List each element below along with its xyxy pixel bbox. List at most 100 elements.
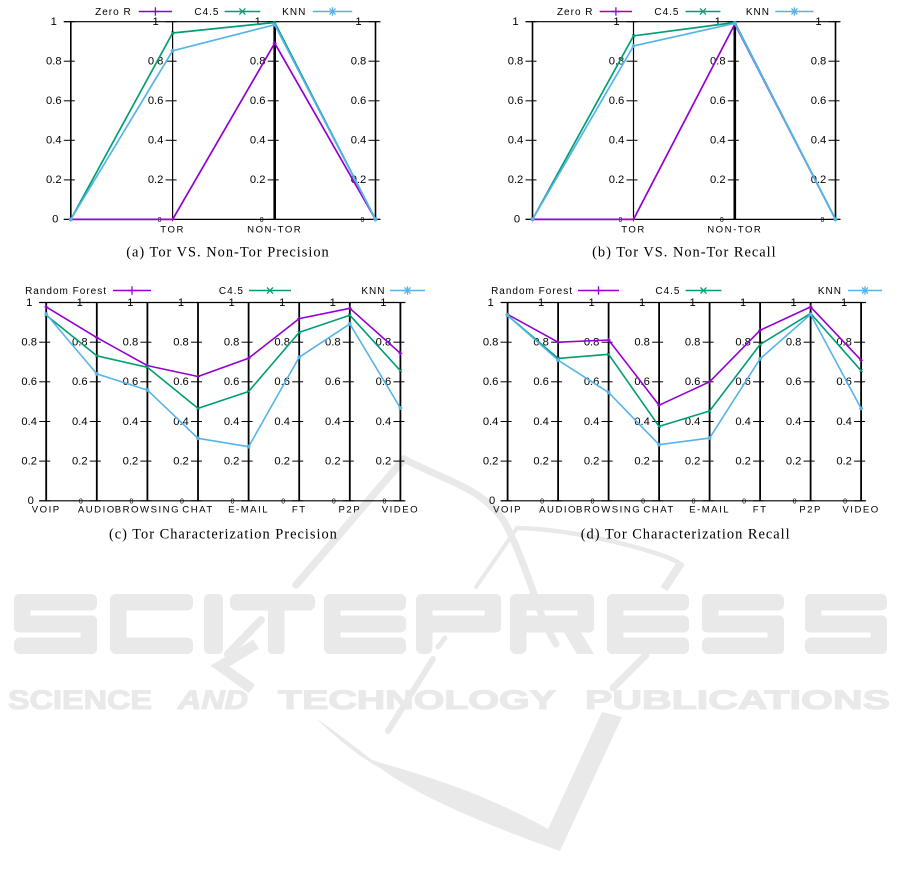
svg-text:0.6: 0.6 [533,376,549,388]
svg-text:0.6: 0.6 [710,95,726,107]
svg-text:0.4: 0.4 [786,416,802,428]
svg-text:1: 1 [689,297,695,309]
svg-text:0: 0 [180,498,184,505]
svg-text:BROWSING: BROWSING [115,504,180,515]
svg-text:AUDIO: AUDIO [539,504,577,515]
svg-text:0: 0 [361,217,365,224]
svg-text:0.2: 0.2 [609,174,625,186]
svg-text:0.6: 0.6 [173,376,189,388]
svg-text:0.4: 0.4 [735,416,751,428]
svg-text:1: 1 [355,16,361,28]
svg-text:0: 0 [260,217,264,224]
svg-text:0: 0 [591,498,595,505]
svg-text:FT: FT [292,504,307,515]
svg-text:0.6: 0.6 [72,376,88,388]
svg-text:AND: AND [177,685,248,715]
svg-text:1: 1 [815,16,821,28]
svg-text:1: 1 [152,16,158,28]
svg-text:1: 1 [841,297,847,309]
svg-text:0: 0 [158,217,162,224]
svg-text:0.2: 0.2 [483,455,499,467]
svg-text:0.6: 0.6 [483,376,499,388]
svg-text:0.6: 0.6 [148,95,164,107]
svg-text:Random Forest: Random Forest [491,286,573,297]
svg-text:0.8: 0.8 [483,337,499,349]
svg-text:0.6: 0.6 [224,376,240,388]
svg-text:P2P: P2P [799,504,822,515]
svg-text:0.8: 0.8 [325,337,341,349]
svg-text:0.2: 0.2 [173,455,189,467]
svg-text:1: 1 [715,16,721,28]
svg-text:(a) Tor VS. Non-Tor Precision: (a) Tor VS. Non-Tor Precision [126,245,330,261]
svg-text:0.8: 0.8 [274,337,290,349]
svg-text:0: 0 [540,498,544,505]
svg-text:(b) Tor VS. Non-Tor Recall: (b) Tor VS. Non-Tor Recall [592,245,777,261]
svg-text:0.4: 0.4 [250,135,266,147]
svg-text:0.8: 0.8 [46,56,62,68]
svg-text:Zero R: Zero R [557,7,594,18]
svg-text:KNN: KNN [746,7,770,18]
svg-text:1: 1 [127,297,133,309]
svg-text:0.2: 0.2 [123,455,139,467]
svg-text:0.2: 0.2 [72,455,88,467]
svg-text:0.8: 0.8 [351,56,367,68]
svg-text:C4.5: C4.5 [655,286,680,297]
svg-text:0.8: 0.8 [811,56,827,68]
svg-text:P2P: P2P [338,504,361,515]
svg-text:1: 1 [279,297,285,309]
svg-text:0.4: 0.4 [710,135,726,147]
svg-text:0.2: 0.2 [325,455,341,467]
svg-text:0.8: 0.8 [21,337,37,349]
svg-text:0: 0 [129,498,133,505]
svg-text:0: 0 [382,498,386,505]
svg-text:0.2: 0.2 [274,455,290,467]
svg-text:0.8: 0.8 [173,337,189,349]
svg-text:1: 1 [26,297,32,309]
svg-text:0.6: 0.6 [376,376,392,388]
svg-text:AUDIO: AUDIO [78,504,116,515]
svg-text:C4.5: C4.5 [219,286,244,297]
svg-text:0.2: 0.2 [224,455,240,467]
svg-text:0.2: 0.2 [250,174,266,186]
svg-text:(d) Tor Characterization Recal: (d) Tor Characterization Recall [581,527,791,543]
svg-text:0.6: 0.6 [21,376,37,388]
svg-text:VOIP: VOIP [32,504,61,515]
svg-text:1: 1 [512,16,518,28]
svg-text:0: 0 [52,214,58,226]
svg-text:0: 0 [514,214,520,226]
svg-text:0.8: 0.8 [786,337,802,349]
svg-text:0.4: 0.4 [634,416,650,428]
svg-text:KNN: KNN [818,286,842,297]
svg-text:0.4: 0.4 [351,135,367,147]
svg-text:1: 1 [740,297,746,309]
svg-text:0.2: 0.2 [735,455,751,467]
svg-text:C4.5: C4.5 [654,7,679,18]
svg-text:0.4: 0.4 [72,416,88,428]
svg-text:0.4: 0.4 [533,416,549,428]
svg-text:0.2: 0.2 [584,455,600,467]
svg-text:0.6: 0.6 [351,95,367,107]
svg-text:0: 0 [793,498,797,505]
svg-text:0.8: 0.8 [685,337,701,349]
svg-text:0: 0 [692,498,696,505]
svg-text:0.4: 0.4 [148,135,164,147]
svg-text:VIDEO: VIDEO [382,504,419,515]
svg-text:0.4: 0.4 [584,416,600,428]
svg-text:0.6: 0.6 [685,376,701,388]
svg-text:1: 1 [613,16,619,28]
svg-text:0.6: 0.6 [325,376,341,388]
svg-text:NON-TOR: NON-TOR [707,224,762,235]
svg-text:NON-TOR: NON-TOR [247,224,302,235]
svg-text:PUBLICATIONS: PUBLICATIONS [585,685,890,715]
svg-text:0.6: 0.6 [46,95,62,107]
svg-text:0.2: 0.2 [634,455,650,467]
svg-text:0.2: 0.2 [21,455,37,467]
svg-text:Zero R: Zero R [95,7,132,18]
svg-text:0.4: 0.4 [685,416,701,428]
svg-text:0.8: 0.8 [508,56,524,68]
svg-text:0.2: 0.2 [46,174,62,186]
svg-text:0.4: 0.4 [274,416,290,428]
svg-text:0: 0 [742,498,746,505]
svg-text:0.2: 0.2 [508,174,524,186]
svg-text:0: 0 [28,495,34,507]
